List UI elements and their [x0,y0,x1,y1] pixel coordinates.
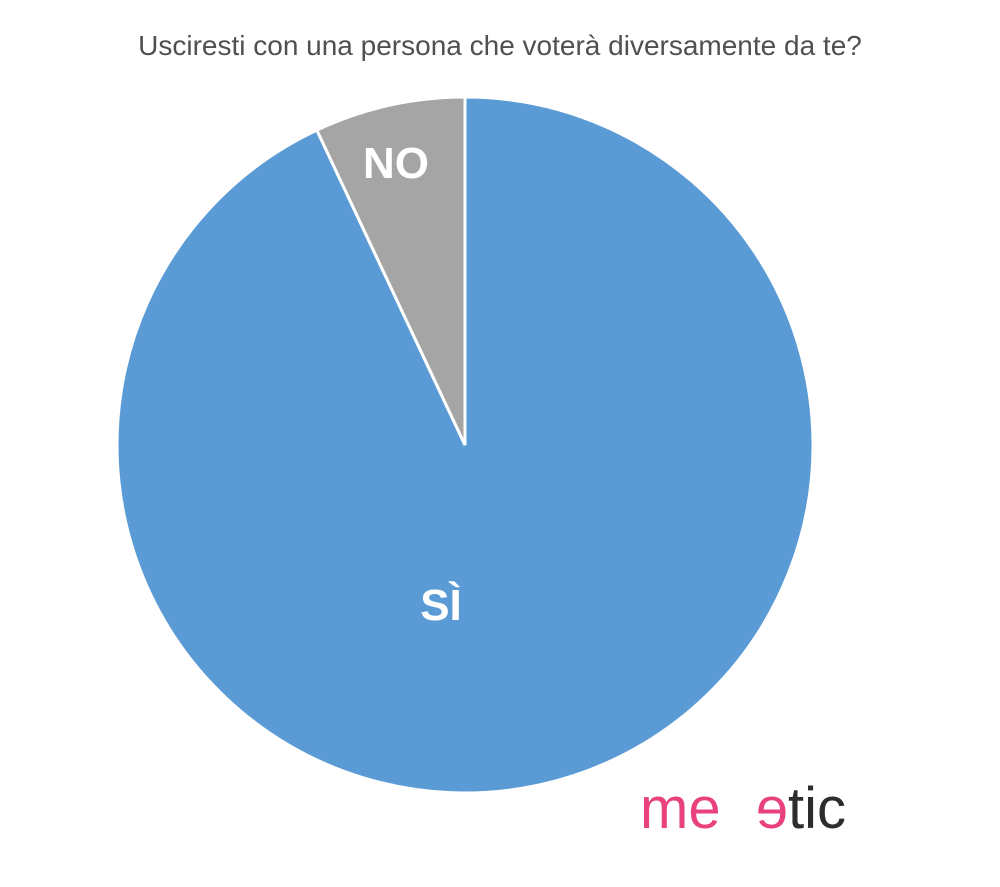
slice-label-si: SÌ [420,580,462,630]
meetic-logo: me e tic [640,776,846,840]
svg-text:e: e [756,776,788,840]
pie-slices [115,95,815,795]
chart-title: Usciresti con una persona che voterà div… [138,30,862,61]
pie-slice-no [314,95,467,446]
svg-text:tic: tic [788,776,846,840]
slice-label-no: NO [363,139,429,188]
pie-labels: SÌ NO [363,139,462,630]
svg-text:me: me [640,776,721,840]
